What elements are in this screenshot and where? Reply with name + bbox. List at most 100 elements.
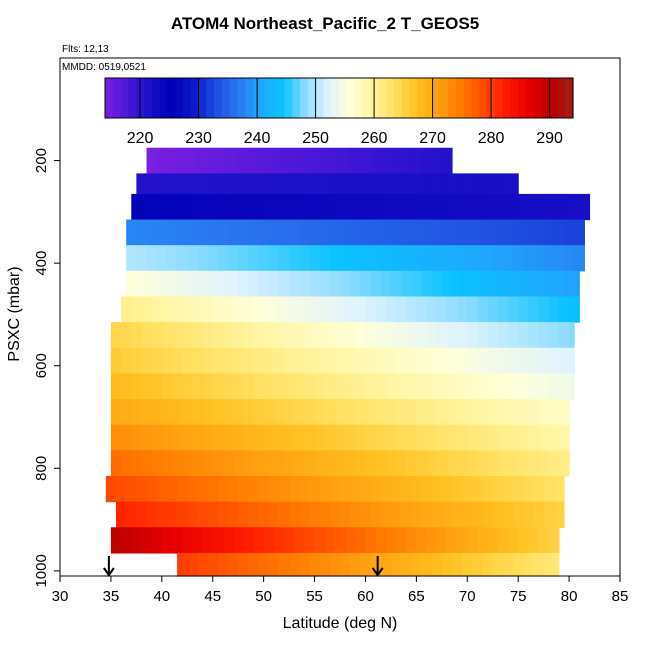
heatmap-cell [497,399,509,426]
heatmap-cell [126,475,137,503]
x-tick-label: 65 [408,588,425,605]
heatmap-cell [141,193,153,221]
colorbar-segment [268,78,278,118]
heatmap-cell [268,552,280,577]
heatmap-cell [508,347,519,375]
heatmap-cell [380,219,392,246]
heatmap-cell [243,399,255,426]
colorbar-segment [401,78,410,118]
colorbar-tick-label: 260 [361,130,388,147]
heatmap-cell [299,501,311,528]
heatmap-cell [207,245,219,272]
x-tick-label: 50 [255,588,272,605]
heatmap-cell [141,527,153,554]
heatmap-cell [309,147,321,174]
colorbar-tick-label: 240 [244,130,271,147]
heatmap-cell [309,501,321,528]
heatmap-cell [273,296,285,323]
heatmap-cell [401,245,412,272]
colorbar-segment [518,78,527,118]
heatmap-cell [243,296,255,323]
colorbar-segment [237,78,246,118]
x-tick-label: 40 [153,588,170,605]
heatmap-cell [156,173,168,195]
heatmap-cell [136,475,148,503]
heatmap-cell [273,399,285,426]
heatmap-cell [406,193,417,221]
heatmap-cell [268,245,280,272]
heatmap-cell [401,501,412,528]
heatmap-cell [233,424,244,451]
heatmap-cell [334,193,346,221]
heatmap-cell [177,552,188,577]
heatmap-cell [528,373,540,400]
heatmap-cell [294,527,305,554]
heatmap-cell [360,501,372,528]
colorbar-segment [448,78,457,118]
colorbar-segment [198,78,207,118]
heatmap-cell [177,475,188,503]
heatmap-cell [299,475,311,503]
heatmap-cell [222,373,234,400]
heatmap-cell [350,173,361,195]
heatmap-cell [202,347,214,375]
heatmap-cell [390,173,402,195]
heatmap-cell [121,373,132,400]
heatmap-cell [370,552,382,577]
heatmap-cell [334,424,346,451]
heatmap-cell [492,173,504,195]
heatmap-cell [533,219,545,246]
heatmap-cell [360,552,372,577]
heatmap-cell [345,322,356,349]
colorbar-segment [331,78,340,118]
y-tick-label: 600 [33,353,50,378]
colorbar-segment [222,78,231,118]
heatmap-cell [207,475,219,503]
heatmap-cell [284,373,295,400]
heatmap-cell [217,501,229,528]
heatmap-cell [263,322,275,349]
heatmap-cell [172,399,183,426]
heatmap-cell [156,501,168,528]
heatmap-cell [467,322,479,349]
heatmap-cell [161,373,173,400]
heatmap-cell [105,475,117,503]
heatmap-cell [334,296,346,323]
heatmap-cell [553,270,565,298]
heatmap-cell [304,424,316,451]
heatmap-cell [192,527,204,554]
heatmap-cell [110,322,122,349]
heatmap-cell [518,527,529,554]
heatmap-cell [197,173,209,195]
heatmap-cell [309,245,321,272]
heatmap-cell [375,347,387,375]
heatmap-cell [197,147,209,174]
heatmap-cell [421,270,433,298]
heatmap-cell [263,296,275,323]
heatmap-cell [294,347,305,375]
heatmap-cell [146,219,158,246]
heatmap-cell [482,552,494,577]
heatmap-cell [508,193,519,221]
heatmap-cell [268,173,280,195]
heatmap-cell [508,373,519,400]
heatmap-cell [177,501,188,528]
heatmap-cell [467,527,479,554]
heatmap-cell [284,322,295,349]
heatmap-cell [558,322,570,349]
heatmap-cell [426,193,438,221]
heatmap-cell [212,322,224,349]
heatmap-cell [416,296,428,323]
heatmap-cell [396,424,407,451]
heatmap-cell [177,219,188,246]
heatmap-cell [533,475,545,503]
heatmap-cell [446,399,458,426]
heatmap-cell [253,322,265,349]
heatmap-cell [233,347,244,375]
heatmap-cell [268,475,280,503]
heatmap-cell [212,399,224,426]
heatmap-cell [553,245,565,272]
heatmap-cell [207,501,219,528]
heatmap-cell [207,219,219,246]
heatmap-cell [467,424,479,451]
